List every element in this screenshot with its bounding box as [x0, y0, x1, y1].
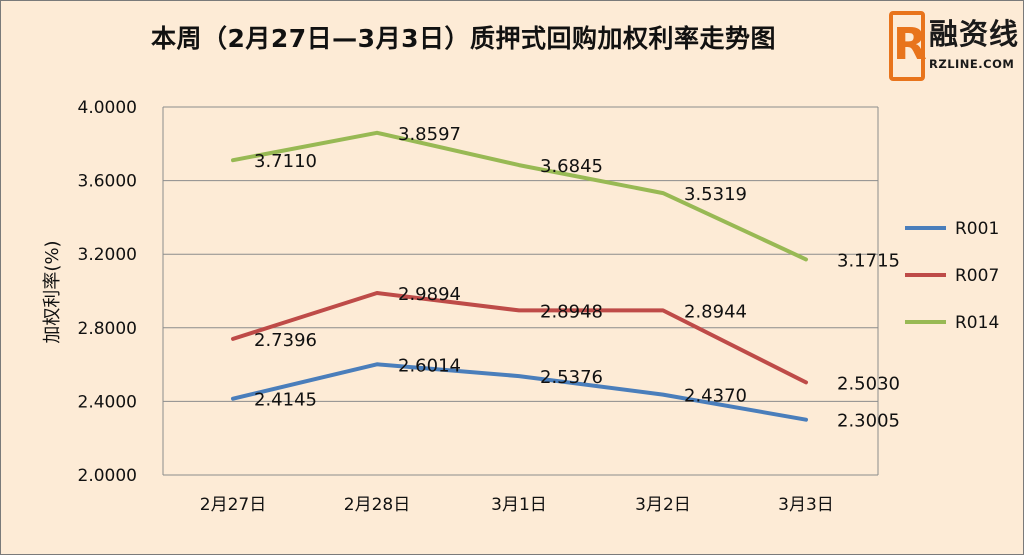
data-label: 2.6014 [398, 355, 461, 376]
data-label: 3.5319 [684, 184, 747, 205]
data-label: 3.6845 [540, 156, 603, 177]
legend-label: R014 [955, 313, 999, 333]
y-tick-label: 3.2000 [78, 245, 137, 265]
series-line-r007 [231, 291, 808, 385]
y-tick-label: 4.0000 [78, 98, 137, 118]
data-label: 2.4370 [684, 386, 747, 407]
data-label: 2.7396 [254, 330, 317, 351]
x-tick-label: 2月28日 [344, 495, 410, 515]
data-label: 2.5376 [540, 367, 603, 388]
data-label: 3.8597 [398, 124, 461, 145]
rzline-logo: R 融资线 RZLINE.COM [885, 9, 1018, 85]
legend-label: R007 [955, 266, 999, 286]
logo-mark: R [889, 11, 927, 81]
logo-text-en: RZLINE.COM [929, 57, 1015, 71]
series-line-r014 [231, 130, 808, 262]
data-labels: 2.4145 2.6014 2.5376 2.4370 2.3005 2.7396 2.98… [254, 124, 900, 432]
logo-text-cn: 融资线 [929, 17, 1020, 51]
data-label: 2.9894 [398, 284, 461, 305]
data-label: 3.1715 [837, 250, 900, 271]
legend: R001 R007 R014 [905, 219, 999, 333]
series-line-r001 [231, 362, 808, 422]
y-tick-label: 2.4000 [78, 392, 137, 412]
data-label: 2.8948 [540, 301, 603, 322]
x-tick-label: 2月27日 [200, 495, 266, 515]
chart-title: 本周（2月27日—3月3日）质押式回购加权利率走势图 [151, 24, 776, 53]
data-label: 2.5030 [837, 373, 900, 394]
grid [163, 106, 878, 476]
data-label: 2.3005 [837, 411, 900, 432]
y-tick-label: 2.8000 [78, 319, 137, 339]
data-label: 2.8944 [684, 301, 747, 322]
data-label: 3.7110 [254, 151, 317, 172]
x-tick-label: 3月1日 [491, 495, 547, 515]
y-tick-label: 2.0000 [78, 466, 137, 486]
data-label: 2.4145 [254, 390, 317, 411]
series-group [231, 130, 808, 422]
y-tick-label: 3.6000 [78, 172, 137, 192]
x-tick-label: 3月2日 [635, 495, 691, 515]
legend-label: R001 [955, 219, 999, 239]
axes: 2.0000 2.4000 2.8000 3.2000 3.6000 4.0000 2月27… [42, 98, 879, 515]
x-tick-label: 3月3日 [778, 495, 834, 515]
y-axis-label: 加权利率(%) [42, 240, 63, 343]
